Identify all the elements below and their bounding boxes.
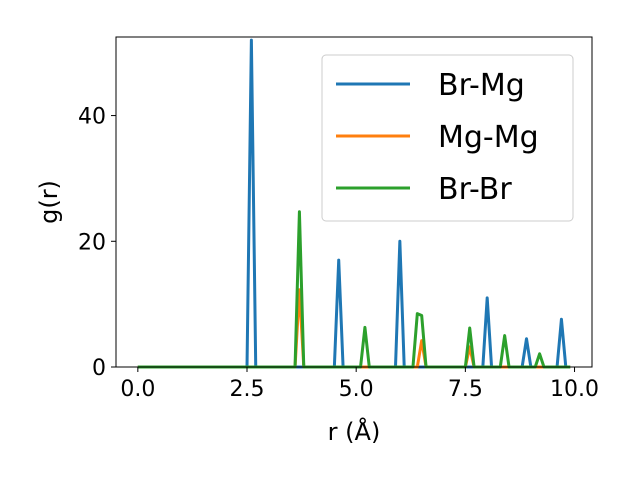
- x-axis-title: r (Å): [328, 417, 381, 446]
- x-axis: 0.0 2.5 5.0 7.5 10.0: [120, 367, 599, 402]
- y-tick-label: 40: [78, 105, 106, 130]
- y-axis-title: g(r): [35, 180, 63, 224]
- legend-box: [321, 54, 574, 222]
- y-tick-label: 20: [78, 230, 106, 255]
- legend-label: Br-Mg: [438, 68, 525, 103]
- x-tick-label: 10.0: [550, 377, 599, 402]
- y-tick-label: 0: [92, 356, 106, 381]
- x-tick-label: 2.5: [230, 377, 265, 402]
- x-tick-label: 0.0: [120, 377, 155, 402]
- legend-label: Br-Br: [438, 172, 512, 207]
- axes-frame: [115, 36, 593, 368]
- legend-label: Mg-Mg: [438, 120, 539, 155]
- legend: Br-Mg Mg-Mg Br-Br: [321, 54, 574, 222]
- y-axis: 0 20 40: [78, 105, 116, 381]
- x-tick-label: 7.5: [448, 377, 483, 402]
- x-tick-label: 5.0: [339, 377, 374, 402]
